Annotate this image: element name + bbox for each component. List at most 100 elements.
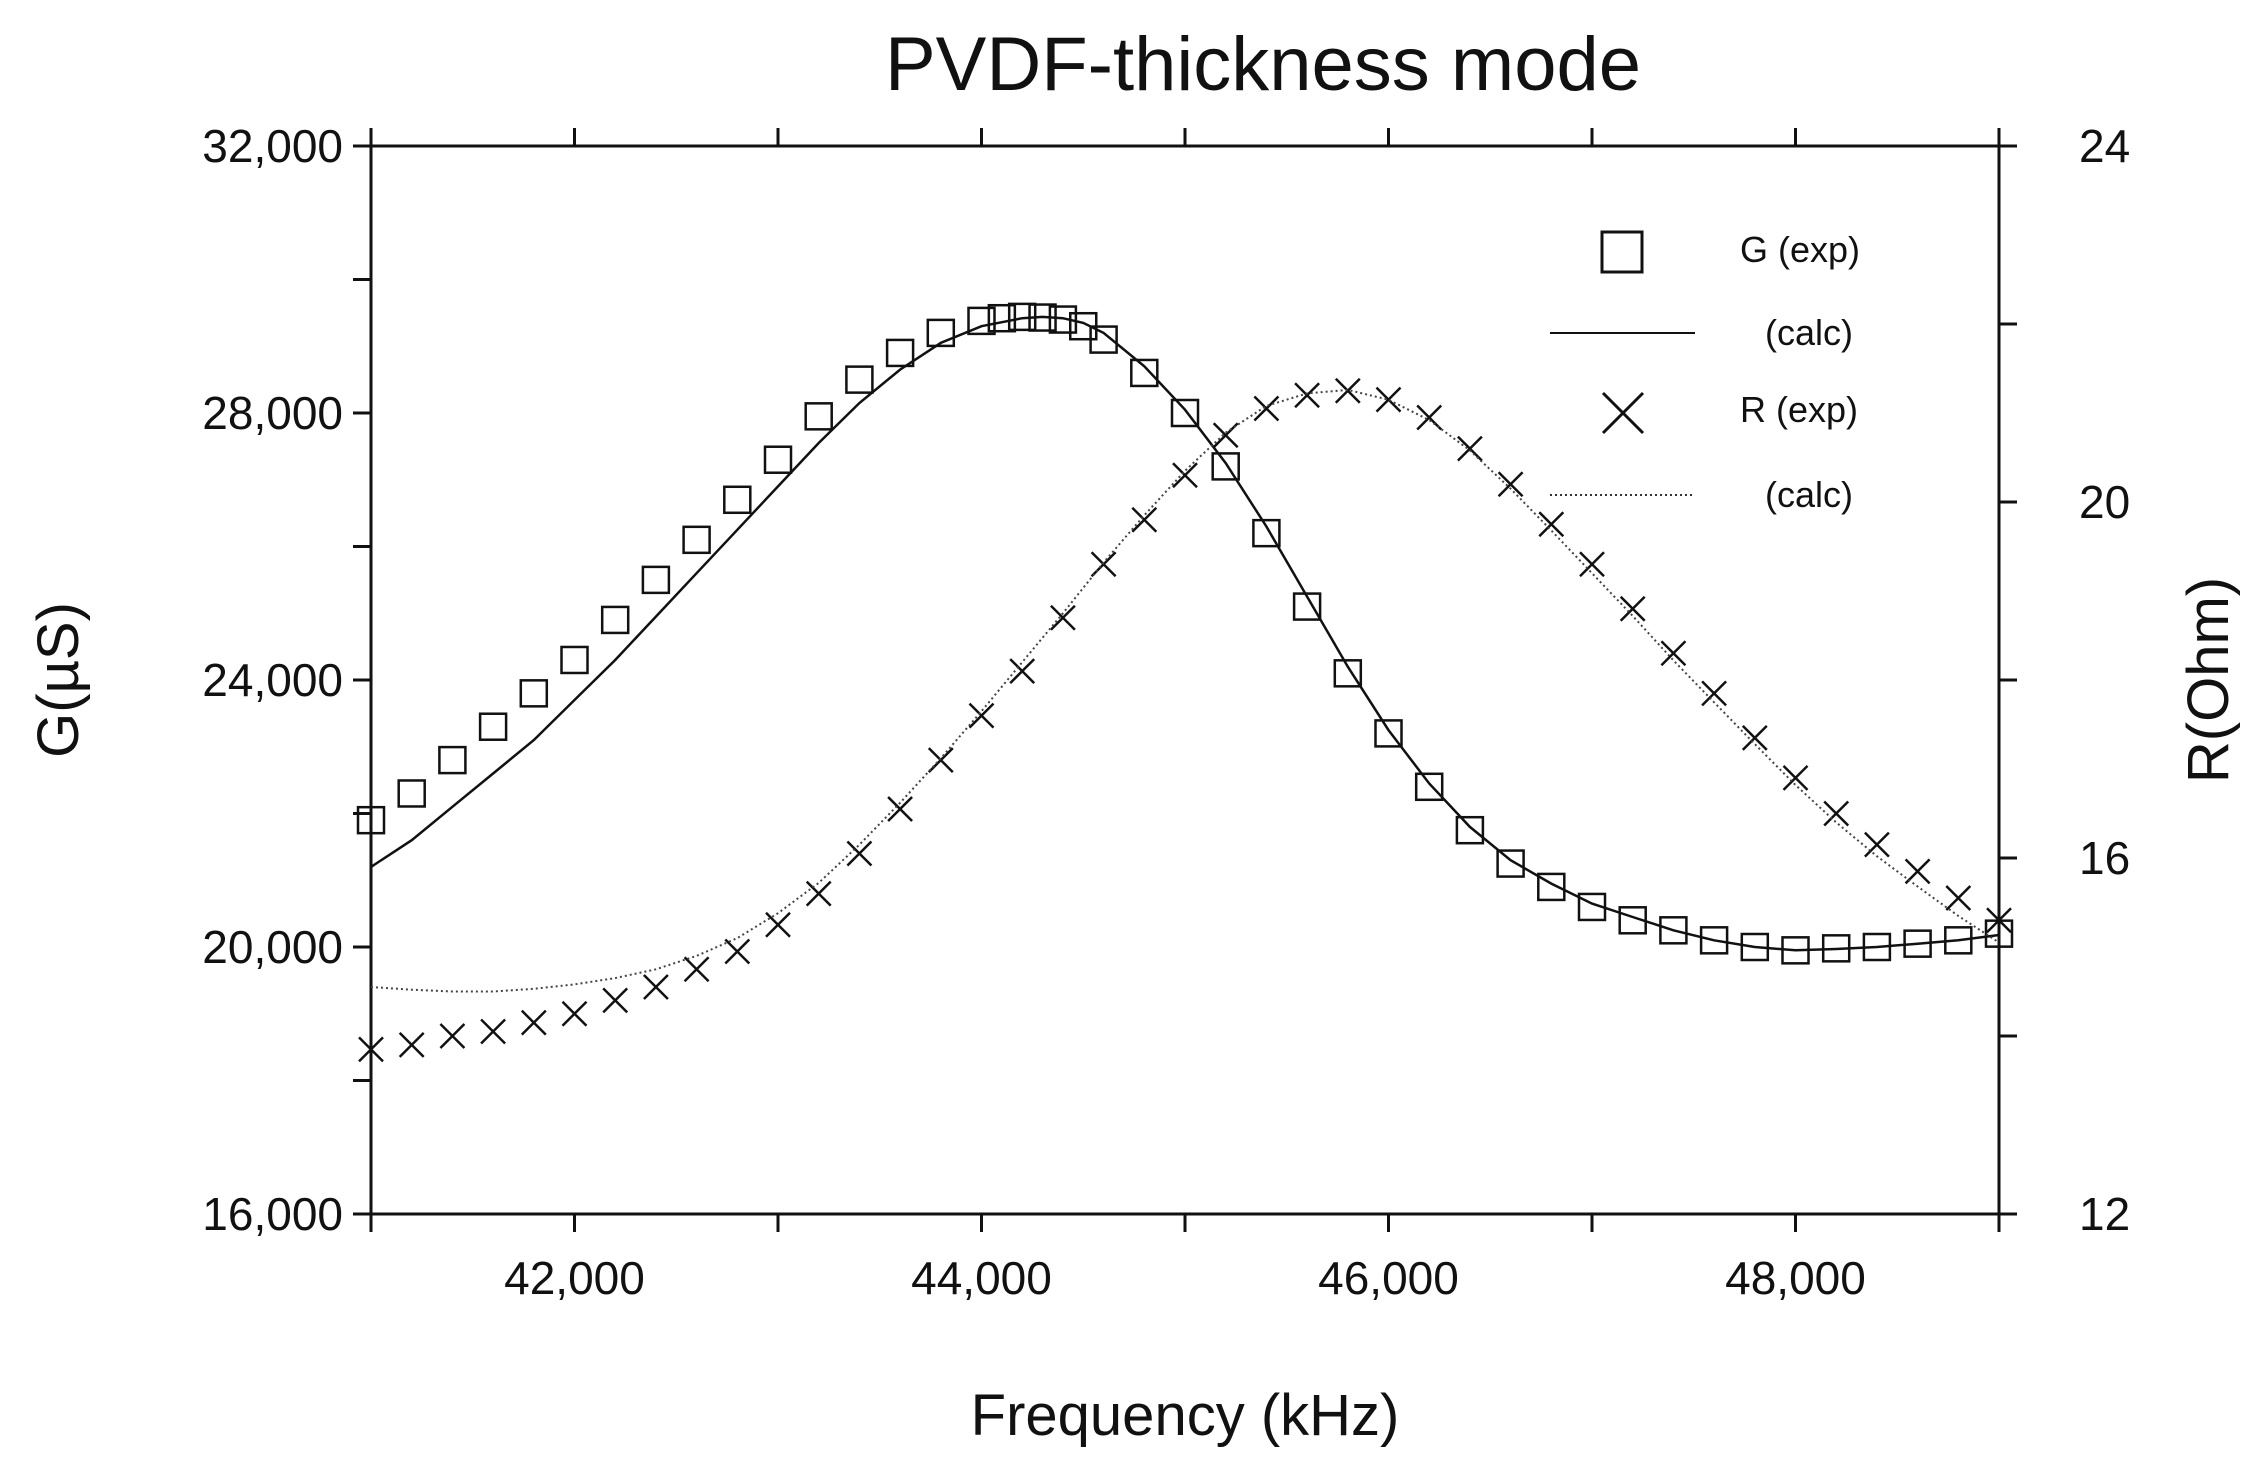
r-exp-point — [1619, 595, 1646, 622]
g-exp-point — [1252, 518, 1281, 548]
y-left-tick-label: 32,000 — [202, 120, 343, 172]
g-exp-point — [987, 303, 1017, 333]
r-exp-point — [887, 796, 913, 822]
r-exp-point — [805, 880, 832, 907]
r-exp-point — [1660, 640, 1687, 667]
g-exp-point — [438, 745, 467, 775]
g-exp-point — [397, 779, 426, 808]
legend: G (exp) (calc) R (exp) (calc) — [1550, 229, 1860, 515]
legend-marker-square — [1600, 230, 1644, 274]
r-exp-point — [1782, 765, 1809, 791]
legend-label-g-exp: G (exp) — [1740, 229, 1860, 270]
x-tick-label: 42,000 — [504, 1252, 645, 1304]
r-exp-point — [1701, 680, 1727, 707]
g-exp-point — [845, 365, 874, 394]
r-exp-point — [1497, 471, 1524, 498]
y-left-tick-label: 28,000 — [202, 387, 343, 439]
r-exp-point — [439, 1023, 466, 1049]
g-exp-point — [885, 338, 915, 368]
r-exp-point — [1864, 831, 1890, 858]
r-exp-point — [1294, 382, 1320, 409]
legend-label-r-exp: R (exp) — [1740, 389, 1858, 430]
g-exp-point — [682, 525, 711, 555]
r-exp-point — [724, 938, 751, 965]
r-exp-point — [927, 747, 954, 773]
g-exp-point — [478, 712, 508, 741]
y-right-tick-label: 24 — [2079, 120, 2130, 172]
g-exp-point — [1659, 916, 1688, 945]
r-exp-point — [968, 702, 995, 729]
r-exp-point — [561, 1000, 588, 1027]
r-exp-point — [683, 956, 710, 983]
g-exp-point — [723, 485, 752, 515]
r-exp-point — [1009, 658, 1036, 684]
g-exp-point — [1170, 398, 1200, 428]
r-exp-point — [1986, 907, 2012, 934]
g-exp-point — [519, 679, 549, 708]
r-exp-point — [1090, 551, 1117, 578]
x-axis-label: Frequency (kHz) — [971, 1383, 1400, 1448]
r-exp-point — [480, 1018, 506, 1045]
g-exp-point — [804, 402, 833, 431]
g-exp-point — [356, 805, 386, 835]
legend-label-g-calc: (calc) — [1765, 312, 1853, 353]
chart-title: PVDF-thickness mode — [885, 22, 1641, 107]
g-exp-point — [1130, 358, 1159, 388]
g-exp-point — [1699, 926, 1729, 955]
x-tick-label: 44,000 — [911, 1252, 1052, 1304]
y-right-tick-label: 16 — [2079, 832, 2130, 884]
series-layer — [356, 302, 2014, 1063]
g-exp-point — [967, 306, 996, 336]
legend-label-r-calc: (calc) — [1765, 474, 1853, 515]
series-line-r-calc — [370, 388, 2000, 993]
r-exp-point — [1172, 462, 1198, 489]
y-left-tick-label: 20,000 — [202, 921, 343, 973]
r-exp-point — [1131, 506, 1158, 533]
r-exp-point — [602, 987, 629, 1014]
r-exp-point — [765, 911, 791, 938]
legend-marker-cross — [1601, 391, 1645, 435]
r-exp-point — [1823, 800, 1850, 827]
g-exp-point — [1414, 772, 1444, 802]
r-exp-point — [1945, 885, 1972, 911]
r-exp-point — [1334, 377, 1361, 404]
x-tick-label: 46,000 — [1318, 1252, 1459, 1304]
ticks — [353, 128, 2017, 1232]
r-exp-point — [1212, 422, 1239, 449]
r-exp-point — [1253, 395, 1280, 422]
y-right-tick-label: 20 — [2079, 476, 2130, 528]
g-exp-point — [1211, 452, 1240, 481]
r-exp-point — [1579, 551, 1605, 578]
g-exp-point — [1292, 592, 1322, 621]
tick-labels: 42,000 44,000 46,000 48,000 16,000 20,000 24,0… — [202, 120, 2130, 1304]
r-exp-point — [1375, 386, 1402, 413]
r-exp-point — [398, 1032, 425, 1058]
g-exp-point — [1537, 872, 1566, 902]
plot-frame — [369, 144, 2001, 1216]
g-exp-point — [1374, 719, 1403, 748]
r-exp-point — [643, 974, 669, 1000]
g-exp-point — [641, 565, 671, 595]
g-exp-point — [1089, 325, 1118, 354]
g-exp-point — [600, 605, 630, 635]
series-line-g-calc — [370, 315, 2000, 952]
y-right-tick-label: 12 — [2079, 1188, 2130, 1240]
r-exp-point — [1538, 511, 1565, 538]
r-exp-point — [1050, 604, 1076, 631]
g-exp-point — [1455, 815, 1485, 845]
g-exp-point — [1496, 849, 1525, 878]
y-left-tick-label: 24,000 — [202, 654, 343, 706]
g-exp-point — [1333, 659, 1363, 688]
r-exp-point — [358, 1036, 384, 1063]
y-left-tick-label: 16,000 — [202, 1188, 343, 1240]
y-axis-right-label: R(Ohm) — [2176, 577, 2241, 783]
g-exp-point — [763, 445, 793, 474]
g-exp-point — [1048, 305, 1078, 334]
y-axis-left-label: G(µS) — [26, 602, 91, 758]
r-exp-point — [846, 840, 873, 867]
g-exp-point — [926, 318, 956, 348]
g-exp-point — [560, 645, 589, 675]
x-tick-label: 48,000 — [1725, 1252, 1866, 1304]
r-exp-point — [1416, 404, 1443, 431]
